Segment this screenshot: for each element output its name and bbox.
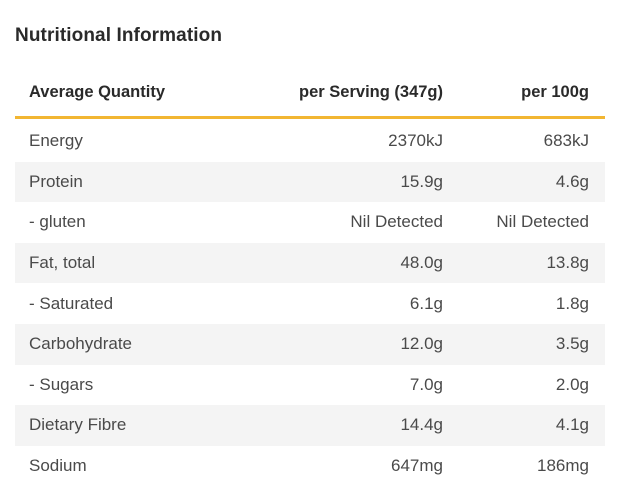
per-100g-value: 13.8g [546, 253, 589, 273]
per-100g-value: 683kJ [543, 131, 589, 151]
table-row: Dietary Fibre 14.4g 4.1g [15, 405, 605, 446]
per-serving-value: 48.0g [400, 253, 443, 273]
per-serving-value: 15.9g [400, 171, 443, 191]
per-100g-value: 4.6g [555, 171, 589, 191]
per-serving-value: 7.0g [409, 374, 443, 394]
row-label: - Saturated [29, 293, 114, 313]
table-row: Protein 15.9g 4.6g [15, 161, 605, 203]
row-label: - Sugars [29, 374, 94, 394]
table-header-row: Average Quantity per Serving (347g) per … [15, 68, 605, 116]
column-header-per-serving: per Serving (347g) [299, 82, 443, 101]
row-label: Carbohydrate [29, 334, 133, 354]
nutrition-table: Average Quantity per Serving (347g) per … [15, 68, 605, 486]
per-100g-value: 2.0g [555, 374, 589, 394]
column-header-quantity: Average Quantity [29, 82, 166, 101]
row-label: Fat, total [29, 253, 96, 273]
table-row: - Sugars 7.0g 2.0g [15, 365, 605, 406]
per-100g-value: Nil Detected [496, 212, 589, 232]
per-100g-value: 1.8g [555, 293, 589, 313]
per-serving-value: 6.1g [409, 293, 443, 313]
column-header-per-100g: per 100g [521, 82, 589, 101]
row-label: - gluten [29, 212, 86, 232]
row-label: Protein [29, 171, 83, 191]
per-serving-value: 14.4g [400, 415, 443, 435]
panel-title: Nutritional Information [15, 25, 223, 46]
per-serving-value: 647mg [391, 456, 443, 476]
per-100g-value: 3.5g [555, 334, 589, 354]
table-row: Sodium 647mg 186mg [15, 446, 605, 487]
row-label: Energy [29, 131, 83, 151]
per-100g-value: 186mg [537, 456, 589, 476]
table-row: Carbohydrate 12.0g 3.5g [15, 323, 605, 365]
table-row: Energy 2370kJ 683kJ [15, 121, 605, 162]
header-divider [15, 116, 605, 119]
per-100g-value: 4.1g [555, 415, 589, 435]
table-row: - Saturated 6.1g 1.8g [15, 283, 605, 324]
table-row: - gluten Nil Detected Nil Detected [15, 202, 605, 243]
row-label: Sodium [29, 456, 87, 476]
table-row: Fat, total 48.0g 13.8g [15, 242, 605, 284]
per-serving-value: 2370kJ [388, 131, 443, 151]
row-label: Dietary Fibre [29, 415, 127, 435]
per-serving-value: 12.0g [400, 334, 443, 354]
per-serving-value: Nil Detected [350, 212, 443, 232]
